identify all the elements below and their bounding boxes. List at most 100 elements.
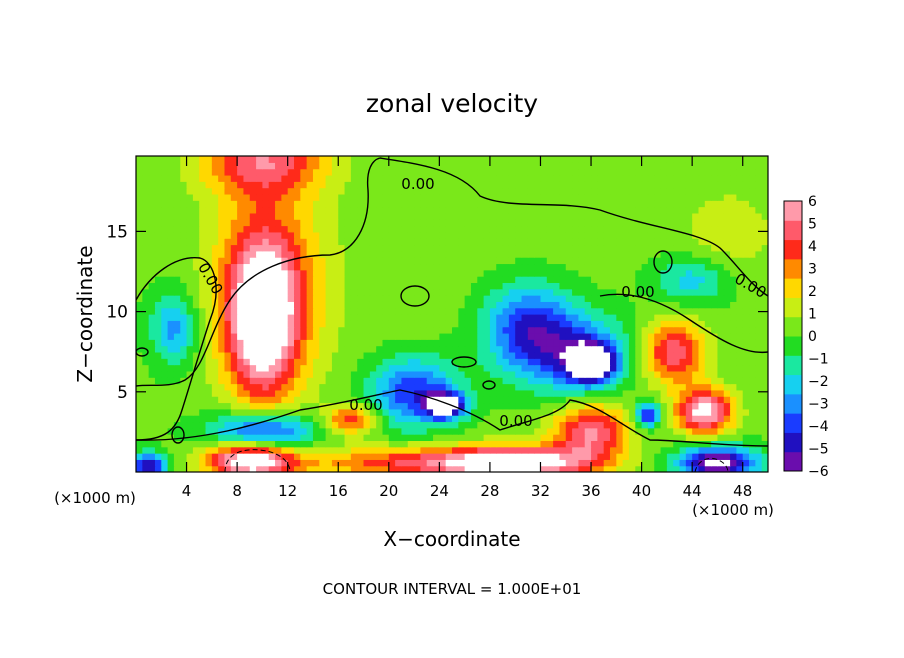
- field-cell: [736, 244, 744, 252]
- field-cell: [414, 206, 421, 214]
- field-cell: [268, 434, 276, 441]
- field-cell: [294, 250, 301, 258]
- field-cell: [704, 276, 712, 283]
- field-cell: [300, 301, 308, 309]
- field-cell: [477, 174, 485, 182]
- field-cell: [622, 269, 630, 277]
- field-cell: [572, 434, 579, 441]
- field-cell: [591, 364, 598, 372]
- field-cell: [717, 358, 725, 366]
- field-cell: [755, 453, 763, 460]
- field-cell: [407, 219, 415, 227]
- field-cell: [142, 187, 150, 195]
- field-cell: [749, 421, 756, 429]
- field-cell: [401, 332, 409, 340]
- field-cell: [603, 351, 611, 359]
- field-cell: [603, 402, 611, 410]
- field-cell: [363, 459, 371, 467]
- field-cell: [439, 250, 447, 258]
- field-cell: [666, 314, 674, 321]
- field-cell: [173, 332, 181, 340]
- field-cell: [717, 332, 725, 340]
- field-cell: [230, 193, 238, 201]
- field-cell: [382, 307, 390, 315]
- field-cell: [477, 345, 485, 353]
- field-cell: [572, 238, 579, 246]
- field-cell: [395, 364, 403, 372]
- field-cell: [312, 231, 320, 239]
- field-cell: [647, 358, 655, 366]
- field-cell: [369, 257, 377, 265]
- field-cell: [496, 263, 504, 271]
- field-cell: [723, 345, 731, 353]
- field-cell: [502, 345, 510, 353]
- field-cell: [546, 206, 554, 214]
- field-cell: [572, 307, 579, 315]
- field-cell: [654, 206, 662, 214]
- field-cell: [275, 465, 282, 472]
- field-cell: [742, 389, 750, 397]
- field-cell: [685, 326, 693, 334]
- field-cell: [698, 219, 706, 227]
- field-cell: [281, 301, 289, 309]
- field-cell: [237, 459, 245, 467]
- field-cell: [268, 238, 276, 246]
- field-cell: [173, 263, 181, 271]
- field-cell: [363, 339, 371, 347]
- field-cell: [414, 181, 421, 189]
- field-cell: [395, 162, 403, 170]
- field-cell: [199, 269, 207, 277]
- field-cell: [306, 288, 314, 296]
- field-cell: [666, 282, 674, 290]
- field-cell: [281, 181, 289, 189]
- field-cell: [755, 168, 763, 176]
- field-cell: [742, 434, 750, 441]
- field-cell: [489, 339, 497, 347]
- field-cell: [489, 314, 497, 321]
- field-cell: [546, 181, 554, 189]
- field-cell: [382, 168, 390, 176]
- field-cell: [565, 263, 573, 271]
- field-cell: [300, 206, 308, 214]
- field-cell: [287, 193, 295, 201]
- field-cell: [616, 225, 624, 233]
- field-cell: [249, 225, 257, 233]
- field-cell: [136, 187, 143, 195]
- field-cell: [749, 250, 756, 258]
- field-cell: [452, 440, 459, 448]
- field-cell: [496, 187, 504, 195]
- field-cell: [382, 351, 390, 359]
- field-cell: [218, 307, 226, 315]
- field-cell: [136, 181, 143, 189]
- field-cell: [692, 345, 700, 353]
- field-cell: [136, 383, 143, 391]
- field-cell: [167, 288, 175, 296]
- field-cell: [376, 314, 384, 321]
- field-cell: [433, 219, 440, 227]
- field-cell: [452, 301, 459, 309]
- field-cell: [496, 453, 504, 460]
- field-cell: [306, 345, 314, 353]
- field-cell: [477, 288, 485, 296]
- field-cell: [268, 168, 276, 176]
- field-cell: [237, 370, 245, 378]
- field-cell: [578, 301, 586, 309]
- field-cell: [205, 465, 213, 472]
- field-cell: [357, 257, 365, 265]
- field-cell: [730, 440, 737, 448]
- field-cell: [521, 168, 529, 176]
- field-cell: [306, 250, 314, 258]
- field-cell: [515, 351, 523, 359]
- field-cell: [205, 231, 213, 239]
- field-cell: [294, 377, 301, 385]
- field-cell: [331, 326, 339, 334]
- field-cell: [306, 269, 314, 277]
- field-cell: [673, 257, 681, 265]
- field-cell: [167, 181, 175, 189]
- field-cell: [673, 212, 681, 220]
- field-cell: [673, 351, 681, 359]
- field-cell: [452, 453, 459, 460]
- field-cell: [319, 244, 327, 252]
- field-cell: [154, 288, 162, 296]
- field-cell: [205, 377, 213, 385]
